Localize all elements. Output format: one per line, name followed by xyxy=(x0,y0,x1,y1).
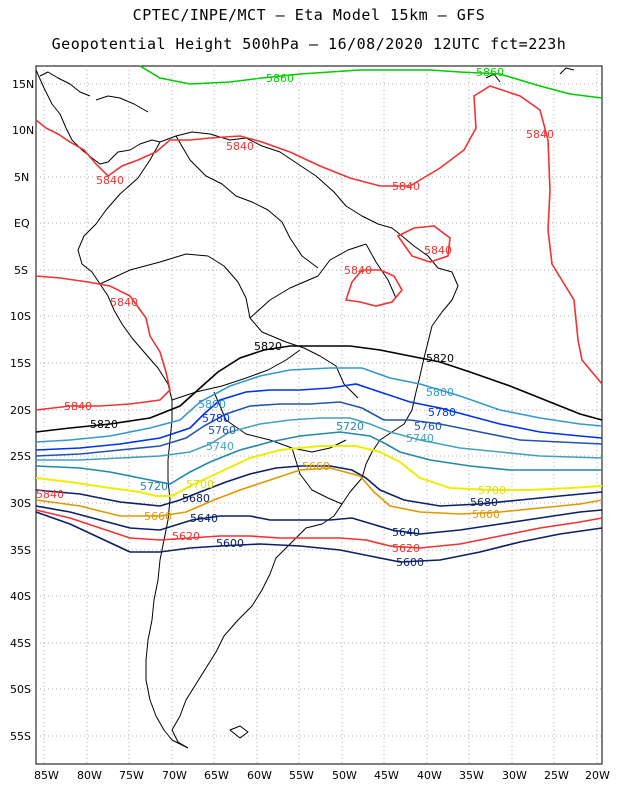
lat-tick-label: 55S xyxy=(10,730,31,743)
contour-label: 5860 xyxy=(476,66,504,79)
contour-label: 5760 xyxy=(414,420,442,433)
lon-tick-label: 25W xyxy=(544,769,569,782)
lon-axis: 85W 80W 75W 70W 65W 60W 55W 50W 45W 40W … xyxy=(34,769,610,782)
contour-5640 xyxy=(35,505,603,535)
lat-tick-label: 10S xyxy=(10,310,31,323)
lat-tick-label: 10N xyxy=(12,124,34,137)
contour-5840-guiana xyxy=(396,225,451,263)
contour-label: 5620 xyxy=(392,542,420,555)
contour-5820 xyxy=(35,345,603,433)
contour-label: 5840 xyxy=(64,400,92,413)
map-title: CPTEC/INPE/MCT — Eta Model 15km — GFS xyxy=(132,6,486,24)
contour-label: 5720 xyxy=(336,420,364,433)
contour-label: 5860 xyxy=(266,72,294,85)
lon-tick-label: 85W xyxy=(34,769,59,782)
contour-5840-north xyxy=(35,85,603,385)
contour-label: 5700 xyxy=(186,478,214,491)
contour-label: 5840 xyxy=(36,488,64,501)
lat-tick-label: 40S xyxy=(10,590,31,603)
contour-label: 5640 xyxy=(392,526,420,539)
contour-5860 xyxy=(139,65,603,99)
lat-tick-label: 15N xyxy=(12,78,34,91)
lon-tick-label: 40W xyxy=(417,769,442,782)
lat-axis: 15N 10N 5N EQ 5S 10S 15S 20S 25S 30S 35S… xyxy=(10,78,34,743)
lat-tick-label: EQ xyxy=(14,217,30,230)
lon-tick-label: 35W xyxy=(459,769,484,782)
contour-5780 xyxy=(35,383,603,451)
contour-label: 5740 xyxy=(406,432,434,445)
contour-label: 5780 xyxy=(428,406,456,419)
lat-tick-label: 15S xyxy=(10,357,31,370)
lon-tick-label: 65W xyxy=(204,769,229,782)
lat-tick-label: 25S xyxy=(10,450,31,463)
contour-label: 5680 xyxy=(182,492,210,505)
lon-tick-label: 55W xyxy=(289,769,314,782)
contour-5760 xyxy=(35,401,603,457)
lat-tick-label: 50S xyxy=(10,683,31,696)
map-subtitle: Geopotential Height 500hPa — 16/08/2020 … xyxy=(51,35,567,53)
contour-5840-amazon xyxy=(344,269,403,307)
lon-tick-label: 75W xyxy=(119,769,144,782)
contour-label: 5780 xyxy=(202,412,230,425)
contour-label: 5840 xyxy=(526,128,554,141)
contour-label: 5840 xyxy=(344,264,372,277)
contour-5680 xyxy=(35,465,603,507)
coastline xyxy=(35,67,575,749)
contour-label: 5700 xyxy=(478,484,506,497)
lon-tick-label: 60W xyxy=(247,769,272,782)
contour-5800 xyxy=(35,367,603,443)
map-frame xyxy=(35,65,603,765)
contour-5840-south xyxy=(35,275,171,411)
contour-lines xyxy=(35,65,603,563)
lon-tick-label: 30W xyxy=(502,769,527,782)
contour-label: 5760 xyxy=(208,424,236,437)
lat-tick-label: 45S xyxy=(10,637,31,650)
contour-label: 5840 xyxy=(424,244,452,257)
contour-label: 5680 xyxy=(470,496,498,509)
lon-tick-label: 20W xyxy=(585,769,610,782)
lon-tick-label: 80W xyxy=(77,769,102,782)
contour-label: 5820 xyxy=(426,352,454,365)
contour-label: 5740 xyxy=(206,440,234,453)
lon-tick-label: 50W xyxy=(332,769,357,782)
contour-5720 xyxy=(35,431,602,485)
contour-label: 5800 xyxy=(426,386,454,399)
contour-label: 5600 xyxy=(396,556,424,569)
lat-tick-label: 20S xyxy=(10,404,31,417)
contour-5660 xyxy=(35,467,603,517)
lon-tick-label: 70W xyxy=(162,769,187,782)
lat-tick-label: 30S xyxy=(10,497,31,510)
contour-label: 5660 xyxy=(472,508,500,521)
contour-label: 5820 xyxy=(90,418,118,431)
contour-label-group: 5860 5860 5840 5840 5840 5840 5840 5840 … xyxy=(36,66,554,569)
contour-label: 5640 xyxy=(190,512,218,525)
contour-label: 5840 xyxy=(110,296,138,309)
contour-label: 5820 xyxy=(254,340,282,353)
graticule xyxy=(36,66,602,764)
lat-tick-label: 5N xyxy=(14,171,29,184)
contour-5740 xyxy=(36,417,603,461)
contour-label: 5840 xyxy=(392,180,420,193)
lat-tick-label: 5S xyxy=(14,264,28,277)
contour-label: 5620 xyxy=(172,530,200,543)
contour-5600 xyxy=(35,511,603,563)
lon-tick-label: 45W xyxy=(374,769,399,782)
contour-label: 5660 xyxy=(144,510,172,523)
lat-tick-label: 35S xyxy=(10,544,31,557)
contour-label: 5840 xyxy=(96,174,124,187)
contour-label: 5800 xyxy=(198,398,226,411)
contour-5620 xyxy=(35,509,603,549)
contour-label: 5840 xyxy=(226,140,254,153)
contour-5700 xyxy=(35,445,603,497)
contour-label: 5600 xyxy=(216,537,244,550)
contour-label: 5720 xyxy=(140,480,168,493)
contour-label: 5660 xyxy=(302,460,330,473)
